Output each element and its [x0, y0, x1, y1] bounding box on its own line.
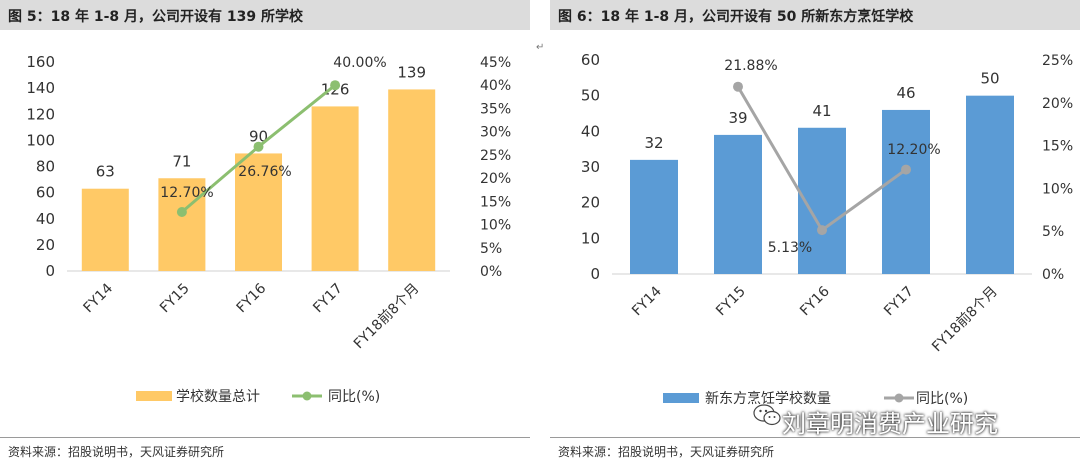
figure-5-source: 资料来源：招股说明书，天风证券研究所 — [8, 445, 225, 459]
line-point — [733, 81, 743, 92]
x-tick-label: FY14 — [80, 280, 116, 316]
watermark-text: 刘章明消费产业研究 — [782, 410, 998, 438]
wechat-icon — [753, 404, 781, 426]
x-tick-label: FY14 — [629, 283, 665, 319]
legend-line-label: 同比(%) — [328, 389, 380, 405]
line-value-label: 5.13% — [768, 240, 812, 256]
y-tick-label: 20 — [581, 194, 600, 212]
bar-value-label: 41 — [812, 102, 831, 120]
y-tick-label: 20 — [36, 236, 55, 254]
bar-FY14 — [81, 188, 129, 271]
y-tick-label: 100 — [26, 131, 55, 149]
y-tick-label: 120 — [26, 105, 55, 123]
line-point — [901, 164, 911, 175]
y2-tick-label: 30% — [480, 125, 511, 141]
line-point — [330, 80, 341, 91]
y-tick-label: 40 — [581, 122, 600, 140]
y-tick-label: 10 — [581, 229, 600, 247]
x-tick-label: FY17 — [310, 281, 346, 317]
y2-tick-label: 20% — [1042, 96, 1073, 112]
x-tick-label: FY18前8个月 — [928, 283, 1000, 355]
y2-tick-label: 45% — [480, 55, 511, 71]
figure-6-chart: 0 10 20 30 40 50 60 0% 5% 10% 15% 20% 25% 32 39 41 46 50 F… — [581, 51, 1073, 407]
bar-FY18前8个月 — [966, 95, 1014, 275]
line-point — [176, 207, 187, 218]
bar-value-label: 46 — [896, 84, 915, 102]
legend-bar-label: 学校数量总计 — [176, 388, 260, 405]
y2-tick-label: 25% — [1042, 53, 1073, 69]
y-tick-label: 60 — [581, 51, 600, 69]
y-tick-label: 30 — [581, 158, 600, 176]
x-tick-label: FY18前8个月 — [350, 280, 422, 352]
figure-5-source-divider — [0, 437, 530, 438]
y2-tick-label: 20% — [480, 171, 511, 187]
y2-tick-label: 25% — [480, 148, 511, 164]
figure-5-chart: 0 20 40 60 80 100 120 140 160 0% 5% 10% 15% 20% 25% 30%… — [26, 53, 511, 405]
bar-value-label: 39 — [728, 109, 747, 127]
bar-value-label: 63 — [96, 163, 115, 181]
y-tick-label: 50 — [581, 87, 600, 105]
legend-bar-label: 新东方烹饪学校数量 — [705, 390, 831, 407]
legend-line-label: 同比(%) — [916, 391, 968, 407]
bar-FY14 — [630, 159, 678, 274]
legend-line-marker — [894, 393, 904, 403]
y2-tick-label: 10% — [1042, 181, 1073, 197]
bar-FY18前8个月 — [388, 89, 436, 272]
y-tick-label: 160 — [26, 53, 55, 71]
y2-tick-label: 40% — [480, 78, 511, 94]
line-value-label: 26.76% — [238, 164, 291, 180]
bar-value-label: 71 — [172, 152, 191, 170]
line-point — [253, 141, 264, 152]
bar-FY15 — [714, 134, 762, 274]
legend-bar-swatch — [663, 393, 699, 403]
figure-6-source: 资料来源：招股说明书，天风证券研究所 — [558, 445, 775, 459]
y2-tick-label: 15% — [1042, 139, 1073, 155]
line-value-label: 40.00% — [333, 55, 386, 71]
y2-tick-label: 5% — [1042, 224, 1064, 240]
bar-value-label: 90 — [249, 127, 268, 145]
bar-FY15 — [158, 178, 206, 271]
paragraph-mark-icon: ↵ — [536, 42, 545, 53]
line-value-label: 12.20% — [887, 142, 940, 158]
line-point — [817, 225, 827, 236]
figure-6-panel: 图 6：18 年 1-8 月，公司开设有 50 所新东方烹饪学校 0 10 20 30… — [550, 0, 1080, 469]
y-tick-label: 60 — [36, 184, 55, 202]
y2-tick-label: 10% — [480, 218, 511, 234]
y-tick-label: 0 — [590, 265, 600, 283]
figure-5-panel: 图 5：18 年 1-8 月，公司开设有 139 所学校 0 20 40 60 80 10… — [0, 0, 530, 469]
y-tick-label: 0 — [45, 262, 55, 280]
y2-tick-label: 35% — [480, 101, 511, 117]
figure-5-title-bar: 图 5：18 年 1-8 月，公司开设有 139 所学校 — [0, 0, 530, 30]
figure-6-title: 图 6：18 年 1-8 月，公司开设有 50 所新东方烹饪学校 — [558, 9, 914, 25]
line-value-label: 21.88% — [724, 58, 777, 74]
bar-FY17 — [882, 109, 930, 274]
bar-FY16 — [235, 153, 282, 271]
legend-line-marker — [302, 391, 312, 401]
figure-6-title-bar: 图 6：18 年 1-8 月，公司开设有 50 所新东方烹饪学校 — [550, 0, 1080, 30]
bar-value-label: 50 — [980, 70, 999, 88]
legend-bar-swatch — [136, 391, 172, 401]
x-tick-label: FY16 — [234, 280, 270, 316]
bar-FY17 — [311, 106, 359, 271]
bar-value-label: 32 — [644, 134, 663, 152]
y-tick-label: 40 — [36, 210, 55, 228]
x-tick-label: FY17 — [881, 284, 917, 320]
y-tick-label: 80 — [36, 158, 55, 176]
y2-tick-label: 5% — [480, 241, 502, 257]
x-tick-label: FY15 — [713, 284, 749, 320]
y2-tick-label: 0% — [480, 264, 502, 280]
y2-tick-label: 15% — [480, 194, 511, 210]
y2-tick-label: 0% — [1042, 267, 1064, 283]
bar-value-label: 139 — [397, 63, 426, 81]
y-tick-label: 140 — [26, 79, 55, 97]
x-tick-label: FY16 — [797, 283, 833, 319]
line-value-label: 12.70% — [160, 185, 213, 201]
figure-6-source-divider — [550, 437, 1080, 438]
figure-5-title: 图 5：18 年 1-8 月，公司开设有 139 所学校 — [8, 9, 303, 25]
x-tick-label: FY15 — [157, 281, 193, 317]
